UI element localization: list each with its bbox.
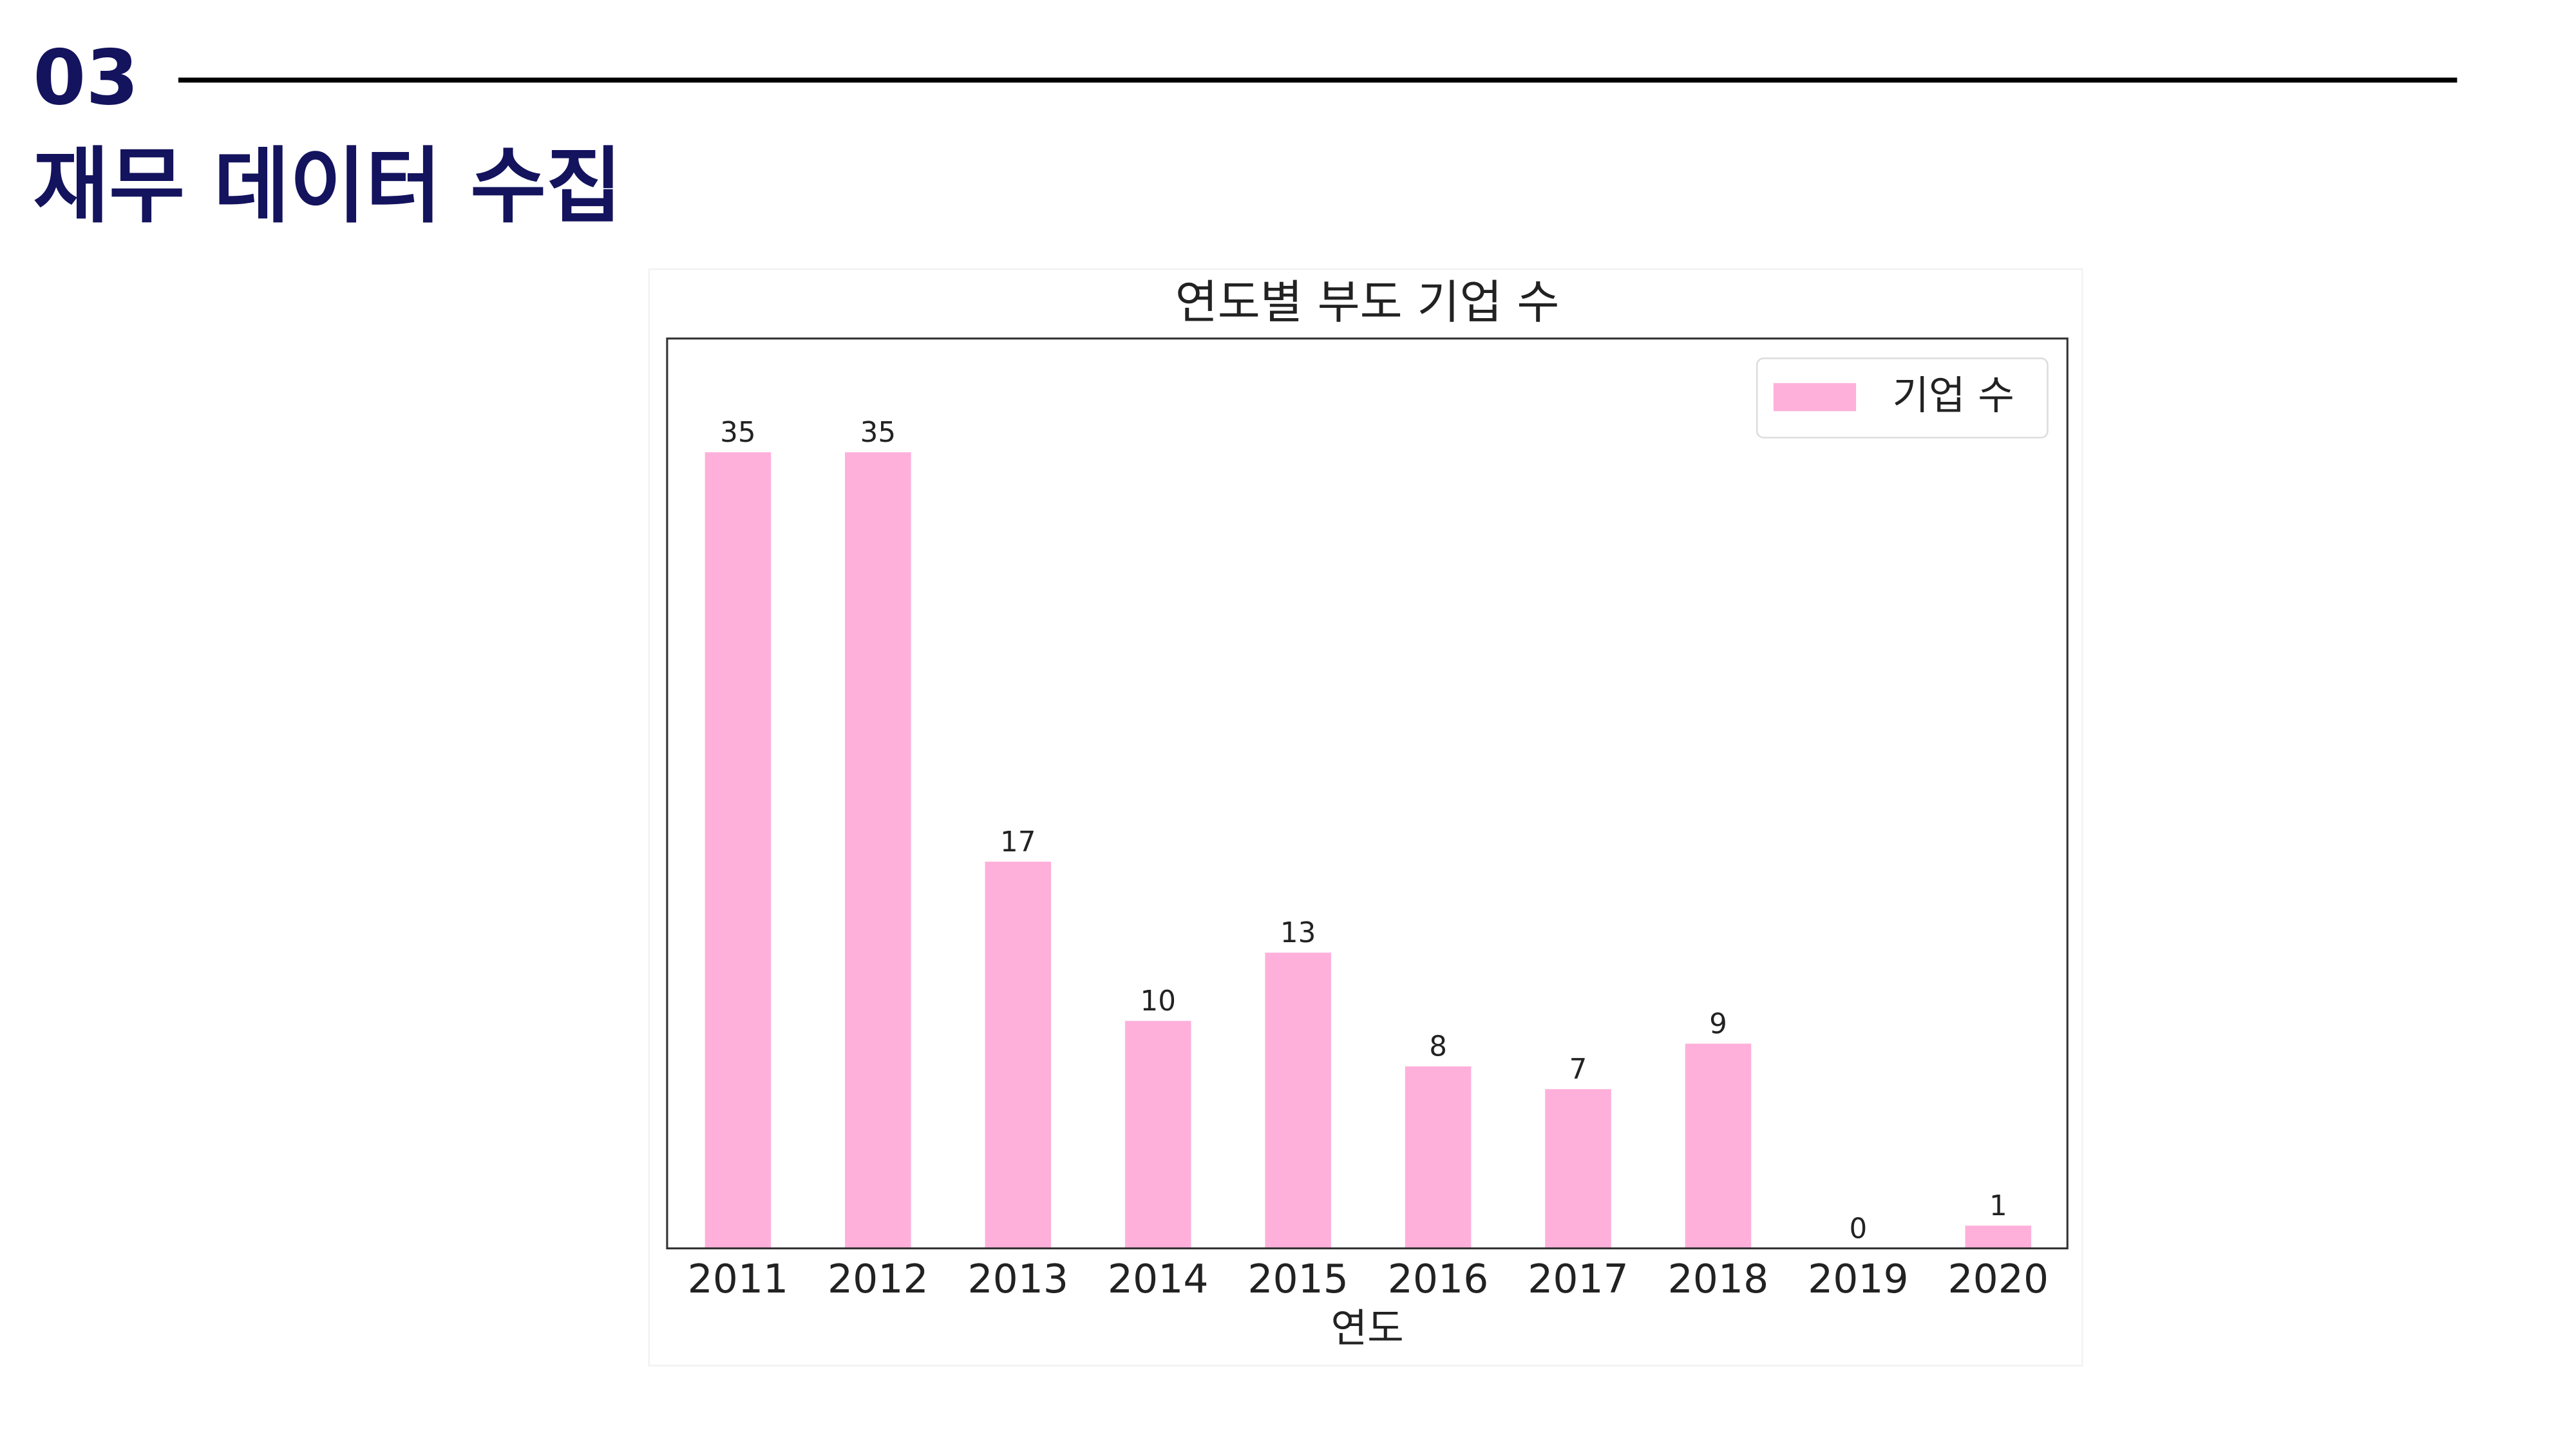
legend-box	[1756, 357, 2049, 439]
bar	[1405, 1066, 1472, 1249]
bar	[1124, 1021, 1191, 1249]
chart-title: 연도별 부도 기업 수	[1175, 275, 1560, 329]
bar	[1685, 1043, 1752, 1249]
value-label: 10	[1140, 985, 1175, 1018]
bar	[985, 862, 1052, 1249]
plot-area	[705, 452, 2032, 1249]
bar	[705, 452, 772, 1249]
x-tick-label: 2011	[688, 1256, 789, 1302]
bar	[1545, 1089, 1611, 1249]
x-tick-label: 2013	[967, 1256, 1068, 1302]
plot-frame	[666, 337, 2069, 1250]
value-label: 0	[1850, 1213, 1868, 1245]
page-title: 재무 데이터 수집	[33, 138, 622, 234]
value-label: 8	[1429, 1031, 1447, 1063]
bar	[845, 452, 911, 1249]
x-tick-label: 2014	[1108, 1256, 1209, 1302]
x-tick-label: 2012	[828, 1256, 929, 1302]
value-label: 35	[720, 417, 755, 449]
value-label: 1	[1989, 1190, 2007, 1222]
x-tick-label: 2015	[1247, 1256, 1349, 1302]
x-axis-label: 연도	[1331, 1305, 1403, 1352]
bar	[1965, 1226, 2032, 1249]
section-number: 03	[33, 34, 138, 122]
value-label: 35	[860, 417, 896, 449]
x-tick-label: 2020	[1948, 1256, 2049, 1302]
legend-swatch	[1773, 383, 1857, 412]
legend-label: 기업 수	[1892, 372, 2014, 419]
x-tick-label: 2017	[1528, 1256, 1629, 1302]
bar	[1265, 952, 1331, 1249]
x-tick-label: 2018	[1668, 1256, 1769, 1302]
value-label: 9	[1709, 1008, 1727, 1040]
x-tick-label: 2016	[1388, 1256, 1489, 1302]
value-label: 13	[1280, 917, 1316, 949]
value-label: 17	[1000, 826, 1036, 858]
value-label: 7	[1569, 1054, 1587, 1086]
x-tick-label: 2019	[1808, 1256, 1909, 1302]
